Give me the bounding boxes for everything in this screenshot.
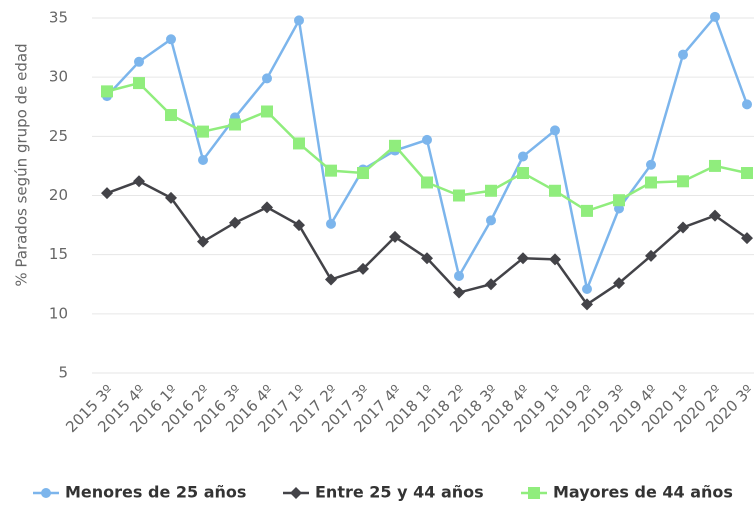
point	[197, 235, 209, 248]
legend-symbol	[528, 487, 540, 499]
point	[133, 175, 145, 188]
legend-symbol	[41, 488, 51, 498]
point	[421, 176, 433, 189]
legend-label: Mayores de 44 años	[553, 483, 733, 502]
y-axis-title: % Parados según grupo de edad	[13, 43, 31, 286]
series	[101, 77, 753, 217]
y-tick-label: 25	[49, 127, 68, 145]
series	[101, 175, 753, 311]
legend-label: Entre 25 y 44 años	[315, 483, 484, 502]
point	[101, 85, 113, 98]
y-tick-label: 15	[49, 245, 68, 263]
point	[549, 253, 561, 266]
legend-symbol	[290, 487, 302, 499]
point	[294, 15, 304, 26]
point	[326, 218, 336, 229]
point	[742, 99, 752, 110]
point	[453, 286, 465, 299]
point	[165, 191, 177, 204]
point	[486, 215, 496, 226]
series	[102, 11, 752, 294]
legend-item: Menores de 25 años	[33, 483, 246, 502]
y-tick-label: 35	[49, 9, 68, 27]
point	[453, 189, 465, 202]
point	[581, 298, 593, 311]
point	[357, 167, 369, 180]
point	[677, 175, 689, 188]
legend-item: Mayores de 44 años	[521, 483, 733, 502]
point	[549, 184, 561, 197]
point	[421, 252, 433, 265]
point	[517, 167, 529, 180]
point	[678, 49, 688, 60]
point	[389, 230, 401, 243]
point	[645, 249, 657, 262]
point	[646, 159, 656, 170]
point	[582, 283, 592, 294]
point	[134, 56, 144, 67]
y-tick-label: 30	[49, 68, 68, 86]
point	[165, 109, 177, 122]
point	[485, 184, 497, 197]
point	[389, 139, 401, 152]
legend-label: Menores de 25 años	[65, 483, 246, 502]
point	[357, 262, 369, 275]
series-line	[106, 81, 748, 213]
point	[422, 134, 432, 145]
point	[581, 204, 593, 217]
point	[261, 105, 273, 118]
point	[741, 232, 753, 245]
point	[293, 137, 305, 150]
series-line	[106, 14, 749, 294]
point	[197, 125, 209, 138]
point	[709, 159, 721, 172]
point	[613, 277, 625, 290]
point	[133, 77, 145, 90]
point	[262, 73, 272, 84]
point	[293, 219, 305, 232]
y-tick-label: 5	[58, 364, 68, 382]
point	[709, 209, 721, 222]
point	[485, 278, 497, 291]
point	[261, 201, 273, 214]
point	[645, 176, 657, 189]
point	[101, 187, 113, 200]
point	[229, 216, 241, 229]
point	[229, 118, 241, 131]
point	[166, 34, 176, 45]
point	[677, 221, 689, 234]
point	[198, 155, 208, 165]
point	[325, 164, 337, 177]
point	[550, 125, 560, 136]
point	[518, 151, 528, 162]
y-tick-label: 20	[49, 186, 68, 204]
point	[325, 273, 337, 286]
point	[613, 194, 625, 207]
point	[517, 252, 529, 265]
point	[741, 167, 753, 180]
point	[454, 270, 464, 281]
point	[710, 11, 720, 22]
legend-item: Entre 25 y 44 años	[283, 483, 484, 502]
y-tick-label: 10	[49, 304, 68, 322]
